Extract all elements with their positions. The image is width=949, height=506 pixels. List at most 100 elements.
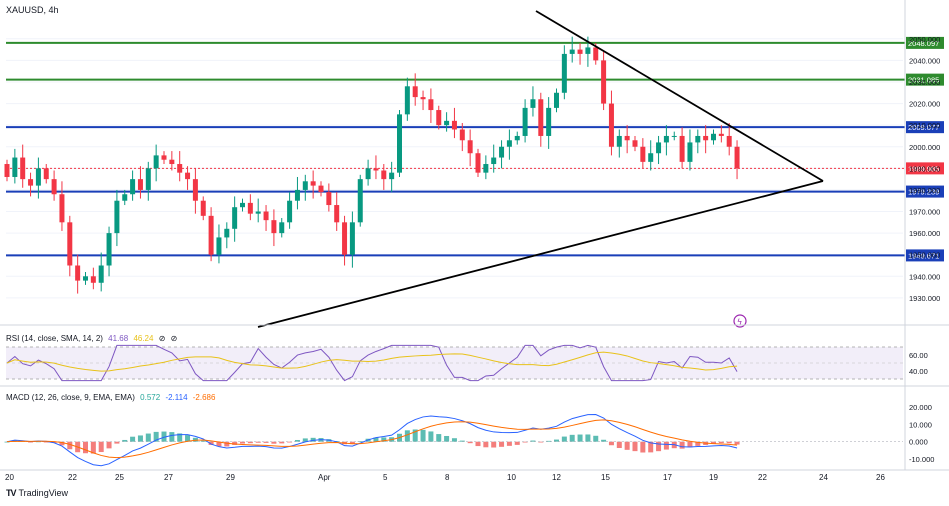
- rsi-ma-line: [6, 351, 738, 372]
- candle-down: [137, 179, 143, 190]
- time-tick-label: 27: [164, 473, 173, 482]
- lightning-glyph: ϟ: [738, 318, 743, 327]
- rsi-legend-title: RSI (14, close, SMA, 14, 2): [6, 334, 103, 343]
- macd-histogram-bar: [106, 441, 112, 449]
- current-price-label: 1989.985: [908, 164, 939, 173]
- macd-histogram-bar: [232, 441, 238, 445]
- price-tick-label: 2010.000: [909, 121, 940, 130]
- price-tick-label: 2020.000: [909, 100, 940, 109]
- candle-up: [530, 99, 536, 108]
- candle-down: [412, 86, 418, 98]
- macd-histogram-bar: [624, 441, 630, 450]
- macd-histogram-bar: [373, 437, 379, 442]
- macd-signal-value: -2.686: [192, 393, 216, 402]
- candle-up: [240, 202, 245, 208]
- macd-histogram-bar: [420, 429, 426, 442]
- macd-histogram-bar: [663, 441, 669, 450]
- candle-down: [185, 172, 191, 180]
- macd-histogram-bar: [287, 441, 293, 443]
- macd-histogram-bar: [522, 441, 528, 443]
- candle-up: [145, 168, 151, 190]
- macd-histogram-bar: [546, 440, 552, 442]
- macd-tick-label: 0.000: [909, 438, 928, 447]
- macd-tick-label: 20.000: [909, 403, 932, 412]
- interval-label[interactable]: 4h: [48, 5, 59, 15]
- macd-histogram-bar: [679, 441, 685, 449]
- level-price-tag: [906, 36, 944, 49]
- candle-up: [514, 135, 520, 141]
- macd-histogram-bar: [483, 441, 489, 448]
- candle-down: [632, 140, 638, 147]
- macd-histogram-bar: [718, 441, 724, 444]
- rsi-ma-value: 46.24: [133, 334, 154, 343]
- horizontal-levels: 2048.097 2031.085 2009.077 1979.239 1949.671…: [6, 36, 944, 262]
- candle-up: [506, 140, 512, 147]
- macd-histogram-bar: [247, 441, 253, 444]
- chart-header: XAUUSD, 4h: [6, 5, 59, 15]
- macd-legend[interactable]: MACD (12, 26, close, 9, EMA, EMA) 0.572 …: [6, 393, 218, 402]
- eye-icon[interactable]: ⊘: [158, 334, 166, 343]
- candle-up: [671, 135, 677, 137]
- time-tick-label: Apr: [318, 473, 331, 482]
- macd-histogram-bar: [640, 441, 646, 453]
- candle-down: [43, 168, 49, 180]
- candle-down: [28, 179, 34, 186]
- macd-histogram-bar: [608, 441, 614, 446]
- candle-down: [538, 99, 544, 136]
- axes: 2050.0002040.0002030.0002020.0002010.000…: [0, 0, 949, 482]
- macd-histogram-bar: [530, 440, 536, 442]
- macd-value: -2.114: [165, 393, 188, 402]
- macd-histogram-bar: [279, 441, 285, 444]
- candle-up: [35, 168, 41, 186]
- macd-histogram-bar: [122, 439, 128, 442]
- candle-up: [98, 265, 104, 283]
- macd-histogram-bar: [569, 434, 575, 442]
- candle-up: [232, 207, 238, 229]
- macd-histogram-bar: [177, 433, 183, 442]
- candle-down: [679, 135, 685, 162]
- candle-down: [310, 181, 316, 186]
- candle-up: [349, 222, 355, 255]
- descending-trendline: [535, 10, 824, 182]
- macd-histogram-bar: [687, 441, 693, 448]
- macd-histogram-bar: [428, 431, 434, 442]
- candle-down: [318, 185, 324, 193]
- candle-down: [601, 60, 607, 104]
- macd-histogram-bar: [538, 441, 544, 443]
- price-tick-label: 2030.000: [909, 78, 940, 87]
- macd-histogram-bar: [98, 441, 104, 453]
- candle-up: [216, 237, 222, 255]
- macd-histogram-bar: [137, 435, 143, 442]
- candle-up: [294, 189, 300, 201]
- symbol-label[interactable]: XAUUSD: [6, 5, 44, 15]
- macd-histogram-bar: [4, 441, 10, 443]
- macd-histogram-bar: [192, 437, 198, 442]
- tradingview-brand[interactable]: TV TradingView: [6, 488, 68, 498]
- candle-up: [444, 120, 450, 126]
- price-tick-label: 1980.000: [909, 186, 940, 195]
- candle-down: [703, 135, 709, 141]
- macd-histogram-bar: [404, 430, 410, 442]
- level-price-tag: [906, 185, 944, 198]
- macd-histogram-bar: [200, 440, 206, 442]
- time-tick-label: 19: [709, 473, 718, 482]
- macd-histogram-bar: [459, 440, 465, 442]
- candle-down: [177, 164, 183, 173]
- candle-down: [428, 99, 434, 111]
- price-tick-label: 1970.000: [909, 208, 940, 217]
- macd-histogram-bar: [412, 429, 418, 442]
- candle-down: [263, 211, 269, 221]
- settings-icon[interactable]: ⊘: [170, 334, 178, 343]
- macd-histogram-bar: [499, 441, 505, 447]
- rsi-legend[interactable]: RSI (14, close, SMA, 14, 2) 41.68 46.24 …: [6, 334, 180, 343]
- candle-up: [397, 114, 402, 173]
- candle-up: [483, 164, 489, 173]
- ascending-trendline: [257, 180, 824, 328]
- candle-down: [326, 192, 332, 206]
- candle-down: [624, 135, 630, 141]
- price-tick-label: 2040.000: [909, 56, 940, 65]
- candle-up: [491, 157, 497, 165]
- candle-up: [648, 153, 654, 162]
- candle-down: [726, 135, 732, 147]
